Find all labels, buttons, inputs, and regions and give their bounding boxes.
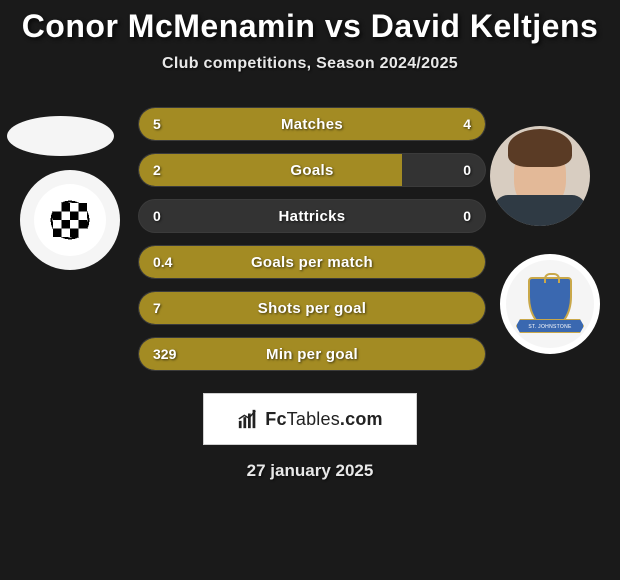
page-subtitle: Club competitions, Season 2024/2025	[0, 55, 620, 73]
stat-row: 20Goals	[138, 153, 486, 187]
stat-label: Shots per goal	[139, 292, 485, 324]
stat-row: 0.4Goals per match	[138, 245, 486, 279]
stat-row: 7Shots per goal	[138, 291, 486, 325]
stat-label: Min per goal	[139, 338, 485, 370]
stat-row: 54Matches	[138, 107, 486, 141]
stat-row: 329Min per goal	[138, 337, 486, 371]
stat-label: Goals	[139, 154, 485, 186]
brand-suffix: .com	[340, 409, 383, 429]
brand-text: FcTables.com	[265, 409, 382, 430]
brand-box: FcTables.com	[203, 393, 417, 445]
brand-main: Tables	[287, 409, 340, 429]
stat-label: Goals per match	[139, 246, 485, 278]
brand-pre: Fc	[265, 409, 286, 429]
comparison-stats: 54Matches 20Goals 00Hattricks 0.4Goals per …	[138, 107, 486, 371]
page-title: Conor McMenamin vs David Keltjens	[0, 8, 620, 45]
stat-label: Matches	[139, 108, 485, 140]
stat-label: Hattricks	[139, 200, 485, 232]
date-footer: 27 january 2025	[0, 461, 620, 481]
stat-row: 00Hattricks	[138, 199, 486, 233]
brand-logo-icon	[237, 408, 259, 430]
